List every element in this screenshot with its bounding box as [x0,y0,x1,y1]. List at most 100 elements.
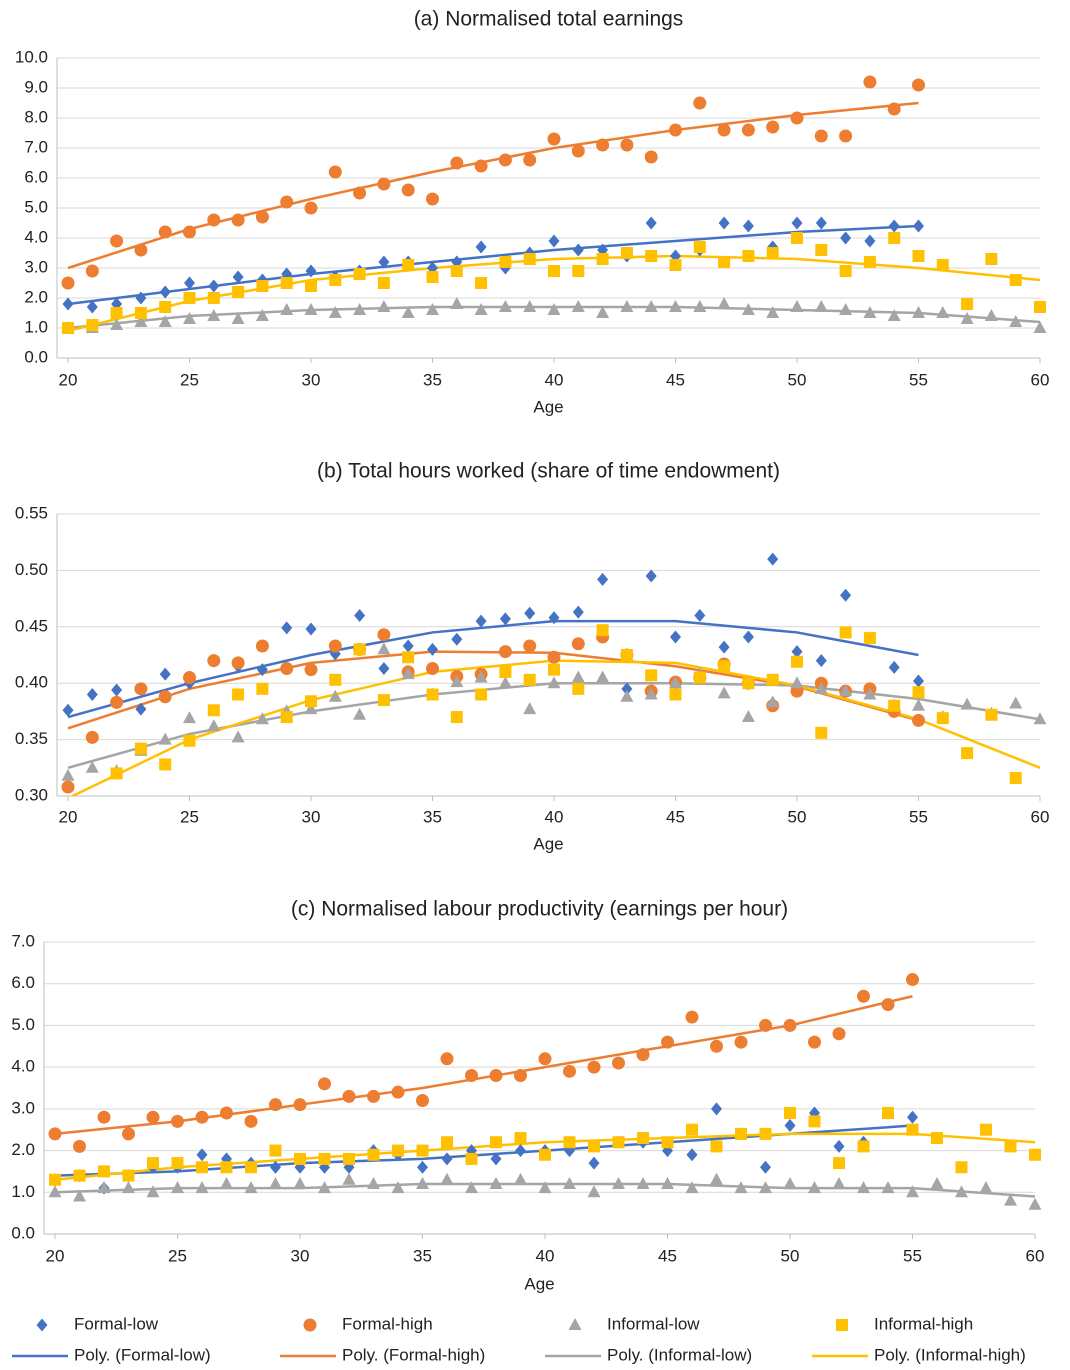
y-tick-label: 9.0 [24,77,48,96]
point [86,687,98,701]
point [784,1107,796,1120]
point [304,702,318,715]
y-tick-label: 5.0 [11,1015,35,1034]
x-tick-label: 30 [302,370,321,389]
point [134,742,147,755]
point [293,1176,307,1189]
point [146,1185,160,1198]
point [741,123,755,137]
x-tick-label: 35 [423,807,442,826]
point [694,609,706,623]
point [220,1106,233,1120]
point [760,1160,771,1174]
point [644,300,658,312]
point [490,1152,502,1166]
point [280,711,293,724]
point [450,297,464,309]
point [759,1181,772,1194]
point [183,292,196,304]
point [596,670,610,683]
trend-line [67,619,919,719]
point [686,1148,698,1162]
point [523,673,536,686]
point [523,300,537,312]
point [936,259,949,271]
point [718,640,730,654]
point [244,1114,258,1128]
point [523,639,537,653]
trend-line [54,995,913,1136]
point [159,301,172,313]
point [742,219,754,233]
point [571,637,585,651]
point [417,1160,428,1174]
point [814,300,828,312]
point [402,259,415,271]
point [863,75,877,89]
legend-label: Poly. (Informal-high) [874,1345,1026,1364]
point [791,216,803,230]
point [305,622,317,636]
point [426,271,439,283]
point [426,688,439,701]
point [791,655,803,668]
point [450,265,463,277]
point [741,710,755,723]
point [717,686,731,699]
point [231,312,245,324]
y-tick-label: 0.30 [15,785,48,804]
x-tick-label: 45 [658,1246,677,1265]
point [906,973,919,987]
point [48,1185,62,1198]
point [863,632,876,645]
point [474,159,488,173]
point [73,1139,86,1153]
x-axis-label: Age [533,397,563,416]
point [791,232,803,244]
point [377,694,390,707]
point [183,225,196,239]
point [474,670,488,683]
point [888,660,900,674]
point [912,713,925,727]
x-tick-label: 55 [909,807,928,826]
point [693,96,707,110]
x-tick-label: 60 [1026,1246,1045,1265]
x-tick-label: 25 [180,370,199,389]
point [86,300,98,314]
point [231,656,245,670]
point [98,1165,110,1178]
point [985,253,998,265]
y-tick-label: 10.0 [15,47,48,66]
point [378,255,390,269]
point [475,277,488,289]
point [814,681,828,694]
point [620,689,634,702]
point [159,285,171,299]
point [1009,274,1022,286]
point [270,1160,281,1174]
point [906,1185,919,1198]
point [1009,696,1023,709]
point [231,213,245,227]
x-tick-label: 35 [413,1246,432,1265]
x-tick-label: 50 [781,1246,800,1265]
point [572,682,585,695]
point [645,569,657,583]
x-tick-label: 50 [788,807,807,826]
point [669,123,682,137]
point [711,1102,722,1116]
point [402,639,414,653]
point [474,303,488,315]
point [97,1181,111,1194]
point [783,1018,797,1032]
point [815,244,828,256]
point [392,1144,404,1157]
point [207,309,221,321]
y-tick-label: 4.0 [24,227,48,246]
point [808,1181,821,1194]
point [450,675,464,688]
point [465,1068,478,1082]
point [49,1173,61,1186]
